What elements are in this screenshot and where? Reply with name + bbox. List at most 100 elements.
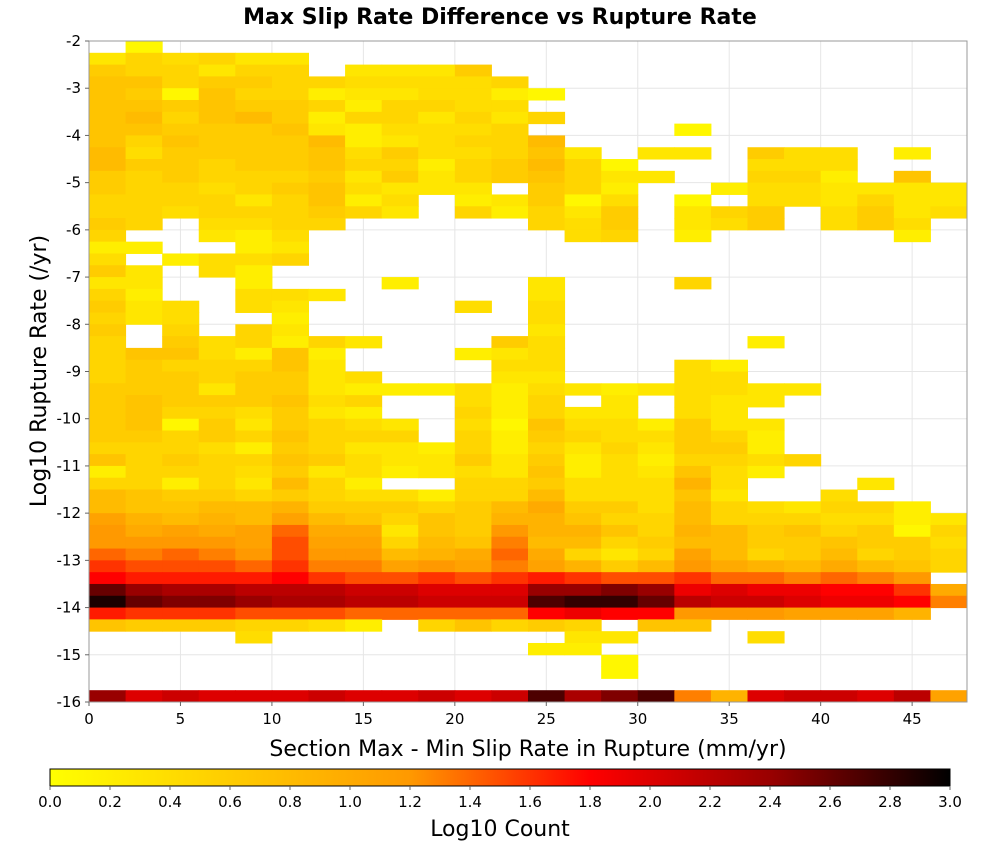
- heatmap-cell: [564, 583, 602, 597]
- heatmap-cell: [198, 477, 236, 491]
- heatmap-cell: [528, 442, 566, 455]
- heatmap-cell: [198, 583, 236, 597]
- x-tick-label: 30: [628, 710, 647, 728]
- heatmap-cell: [491, 513, 529, 526]
- heatmap-cell: [674, 277, 712, 290]
- heatmap-cell: [747, 548, 785, 561]
- heatmap-cell: [564, 159, 602, 172]
- heatmap-cell: [198, 406, 236, 420]
- heatmap-cell: [198, 371, 236, 384]
- heatmap-cell: [637, 442, 675, 455]
- heatmap-cell: [528, 324, 566, 337]
- heatmap-cell: [418, 501, 456, 514]
- heatmap-cell: [454, 619, 492, 632]
- heatmap-cell: [747, 536, 785, 550]
- heatmap-cell: [162, 52, 200, 66]
- heatmap-cell: [564, 536, 602, 550]
- heatmap-cell: [784, 454, 822, 467]
- heatmap-cell: [235, 406, 273, 420]
- heatmap-cell: [89, 595, 127, 609]
- heatmap-cell: [454, 76, 492, 89]
- heatmap-cell: [89, 536, 127, 550]
- heatmap-cell: [418, 524, 456, 538]
- heatmap-cell: [674, 371, 712, 384]
- heatmap-cell: [162, 312, 200, 325]
- heatmap-cell: [491, 359, 529, 372]
- heatmap-cell: [528, 642, 566, 656]
- heatmap-cell: [564, 454, 602, 467]
- heatmap-cell: [528, 300, 566, 313]
- heatmap-cell: [528, 359, 566, 372]
- heatmap-cell: [125, 536, 163, 550]
- heatmap-cell: [747, 583, 785, 597]
- heatmap-cell: [418, 465, 456, 479]
- heatmap-cell: [893, 513, 931, 526]
- heatmap-cell: [308, 501, 346, 514]
- heatmap-cell: [271, 465, 309, 479]
- heatmap-cell: [601, 182, 639, 195]
- heatmap-cell: [271, 560, 309, 573]
- heatmap-cell: [89, 454, 127, 467]
- heatmap-cell: [235, 430, 273, 443]
- heatmap-cell: [820, 595, 858, 609]
- heatmap-cell: [89, 312, 127, 325]
- heatmap-cell: [528, 501, 566, 514]
- heatmap-cell: [162, 253, 200, 266]
- x-axis-label: Section Max - Min Slip Rate in Rupture (…: [269, 737, 786, 762]
- heatmap-cell: [271, 442, 309, 455]
- heatmap-cell: [308, 395, 346, 408]
- heatmap-cell: [528, 619, 566, 632]
- colorbar-tick-label: 1.4: [458, 793, 482, 811]
- heatmap-cell: [308, 206, 346, 219]
- heatmap-cell: [162, 406, 200, 420]
- heatmap-cell: [601, 395, 639, 408]
- heatmap-cell: [710, 607, 748, 620]
- heatmap-cell: [528, 277, 566, 290]
- heatmap-cell: [381, 194, 419, 207]
- heatmap-cell: [381, 64, 419, 77]
- y-tick-label: -5: [66, 174, 81, 192]
- heatmap-cell: [271, 253, 309, 266]
- heatmap-cell: [235, 182, 273, 195]
- heatmap-cell: [271, 477, 309, 491]
- heatmap-cell: [674, 524, 712, 538]
- heatmap-cell: [381, 123, 419, 136]
- heatmap-cell: [491, 336, 529, 349]
- heatmap-cell: [454, 135, 492, 148]
- heatmap-cell: [674, 513, 712, 526]
- heatmap-cell: [235, 265, 273, 278]
- heatmap-cell: [747, 607, 785, 620]
- heatmap-cell: [564, 489, 602, 502]
- heatmap-cell: [271, 619, 309, 632]
- heatmap-cell: [674, 229, 712, 243]
- heatmap-cell: [674, 395, 712, 408]
- y-tick-label: -3: [66, 79, 81, 97]
- heatmap-cell: [198, 454, 236, 467]
- heatmap-cell: [198, 111, 236, 125]
- heatmap-cell: [162, 135, 200, 148]
- heatmap-cell: [235, 135, 273, 148]
- heatmap-cell: [162, 513, 200, 526]
- heatmap-cell: [162, 64, 200, 77]
- heatmap-cell: [235, 583, 273, 597]
- heatmap-cell: [89, 430, 127, 443]
- heatmap-cell: [491, 524, 529, 538]
- heatmap-cell: [637, 560, 675, 573]
- colorbar-label: Log10 Count: [430, 817, 570, 842]
- heatmap-cell: [198, 170, 236, 184]
- heatmap-cell: [271, 229, 309, 243]
- heatmap-cell: [747, 159, 785, 172]
- heatmap-cell: [308, 359, 346, 372]
- heatmap-cell: [198, 395, 236, 408]
- heatmap-cell: [674, 536, 712, 550]
- heatmap-cell: [491, 159, 529, 172]
- heatmap-cell: [345, 501, 383, 514]
- heatmap-cell: [235, 194, 273, 207]
- heatmap-cell: [418, 607, 456, 620]
- heatmap-cell: [491, 442, 529, 455]
- heatmap-cell: [381, 147, 419, 160]
- heatmap-cell: [271, 430, 309, 443]
- heatmap-cell: [125, 430, 163, 443]
- heatmap-cell: [820, 583, 858, 597]
- heatmap-cell: [162, 182, 200, 195]
